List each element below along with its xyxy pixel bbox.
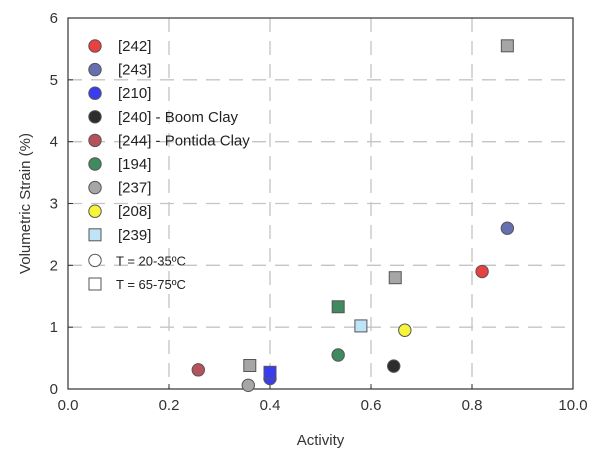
legend-marker: [88, 133, 102, 148]
y-tick-label: 3: [50, 196, 58, 213]
x-tick-label: 0.6: [361, 397, 382, 414]
legend-marker: [88, 204, 102, 218]
data-point-square: [354, 319, 368, 333]
y-tick-label: 0: [50, 381, 58, 398]
x-tick-label: 0.2: [159, 397, 180, 414]
legend-label: [210]: [118, 85, 151, 102]
y-tick-label: 5: [50, 72, 58, 89]
data-point-square: [388, 271, 402, 285]
y-axis-title: Volumetric Strain (%): [17, 133, 34, 274]
legend-marker: [88, 180, 102, 195]
x-tick-label: 10.0: [558, 397, 587, 414]
y-tick-label: 2: [50, 257, 58, 274]
legend-marker: [88, 157, 102, 171]
y-tick-label: 4: [50, 134, 58, 151]
data-points: [191, 39, 515, 392]
legend-label: T = 20-35ºC: [116, 253, 186, 268]
legend: [242] [243] [210] [240] - Boom Clay [244] - …: [88, 38, 250, 292]
axis-ticks: 0.0 0.2 0.4 0.6 0.8 10.0 0 1 2 3 4 5 6: [50, 10, 588, 414]
legend-label: [243]: [118, 62, 151, 79]
data-point-square: [331, 300, 345, 314]
legend-label: [208]: [118, 203, 151, 220]
x-axis-title: Activity: [297, 432, 345, 449]
y-tick-label: 6: [50, 10, 58, 27]
data-point-square: [263, 365, 277, 379]
legend-marker: [88, 228, 102, 242]
legend-marker: [88, 62, 102, 77]
x-tick-label: 0.0: [58, 397, 79, 414]
legend-label: [237]: [118, 180, 151, 197]
legend-marker-square: [88, 277, 102, 291]
data-point-circle: [331, 348, 345, 362]
data-point-circle: [387, 359, 401, 373]
data-point-square: [243, 359, 257, 373]
x-tick-label: 0.4: [260, 397, 281, 414]
data-point-square: [500, 39, 514, 53]
legend-label: [240] - Boom Clay: [118, 109, 239, 126]
data-point-circle: [475, 264, 489, 279]
legend-marker-circle: [88, 253, 102, 268]
grid-lines: [68, 18, 573, 389]
x-tick-label: 0.8: [462, 397, 483, 414]
legend-marker: [88, 110, 102, 124]
data-point-circle: [500, 221, 515, 235]
legend-marker: [88, 86, 102, 100]
legend-label: [194]: [118, 156, 151, 173]
legend-label: T = 65-75ºC: [116, 277, 186, 292]
y-tick-label: 1: [50, 319, 58, 336]
data-point-circle: [398, 323, 412, 337]
legend-label: [244] - Pontida Clay: [118, 132, 250, 149]
data-point-circle: [191, 363, 205, 377]
legend-label: [239]: [118, 227, 151, 244]
data-point-circle: [241, 378, 255, 392]
legend-marker: [88, 39, 102, 53]
legend-label: [242]: [118, 38, 151, 55]
